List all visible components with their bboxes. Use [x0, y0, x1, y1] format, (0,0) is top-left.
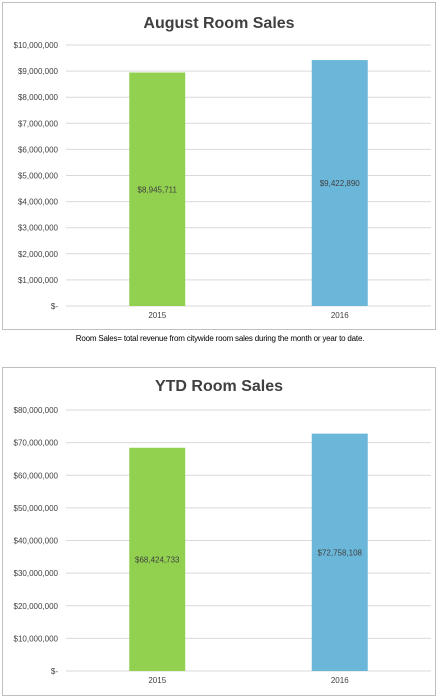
y-tick-label: $50,000,000: [14, 504, 59, 513]
y-tick-label: $5,000,000: [18, 172, 59, 181]
data-label: $8,945,711: [138, 185, 178, 194]
chart-footnote: Room Sales= total revenue from citywide …: [75, 334, 365, 343]
august-room-sales-chart: August Room Sales $10,000,000 $9,000,000 $…: [2, 2, 436, 330]
y-tick-label: $6,000,000: [18, 145, 59, 154]
ytd-room-sales-plot: $80,000,000 $70,000,000 $60,000,000 $50,000…: [14, 406, 431, 685]
bar-2015: [129, 447, 186, 671]
y-tick-label: $-: [51, 302, 58, 311]
chart-title: August Room Sales: [143, 15, 295, 32]
y-tick-label: $3,000,000: [18, 224, 59, 233]
y-tick-label: $2,000,000: [18, 250, 59, 259]
y-tick-label: $10,000,000: [14, 634, 59, 643]
x-tick-label: 2015: [148, 676, 166, 685]
y-tick-label: $8,000,000: [18, 93, 59, 102]
august-room-sales-plot: $10,000,000 $9,000,000 $8,000,000 $7,000,00…: [14, 41, 431, 320]
y-tick-label: $1,000,000: [18, 276, 59, 285]
y-tick-label: $7,000,000: [18, 119, 59, 128]
y-tick-label: $-: [51, 667, 58, 676]
y-tick-label: $30,000,000: [14, 569, 59, 578]
x-tick-label: 2015: [148, 311, 166, 320]
y-tick-label: $70,000,000: [14, 439, 59, 448]
chart-title: YTD Room Sales: [154, 378, 284, 395]
bar-2016: [311, 60, 368, 306]
bar-2015: [129, 72, 186, 307]
ytd-room-sales-chart: YTD Room Sales $80,000,000 $70,000,000 $60…: [2, 367, 436, 696]
data-label: $68,424,733: [135, 555, 180, 564]
y-tick-label: $80,000,000: [14, 406, 59, 415]
data-label: $72,758,108: [318, 548, 363, 557]
y-tick-label: $60,000,000: [14, 471, 59, 480]
data-label: $9,422,890: [320, 179, 361, 188]
y-tick-label: $20,000,000: [14, 602, 59, 611]
bar-2016: [311, 433, 368, 671]
y-tick-label: $9,000,000: [18, 67, 59, 76]
y-tick-label: $4,000,000: [18, 198, 59, 207]
x-tick-label: 2016: [331, 311, 349, 320]
y-tick-label: $40,000,000: [14, 537, 59, 546]
x-tick-label: 2016: [331, 676, 349, 685]
y-tick-label: $10,000,000: [14, 41, 59, 50]
